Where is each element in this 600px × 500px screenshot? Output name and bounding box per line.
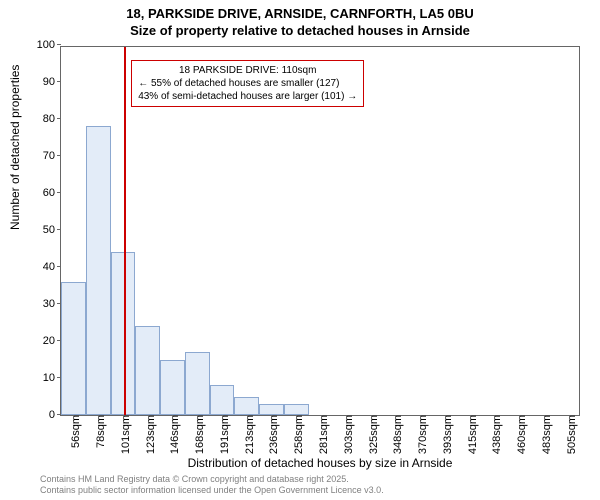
- x-axis-label: Distribution of detached houses by size …: [60, 456, 580, 470]
- y-tick-mark: [57, 118, 61, 119]
- x-tick-mark: [296, 415, 297, 419]
- x-tick-mark: [197, 415, 198, 419]
- x-tick: 438sqm: [485, 415, 503, 454]
- x-tick-mark: [73, 415, 74, 419]
- plot-area: 010203040506070809010056sqm78sqm101sqm12…: [60, 46, 580, 416]
- histogram-bar: [284, 404, 309, 415]
- histogram-bar: [259, 404, 284, 415]
- x-tick-mark: [148, 415, 149, 419]
- x-tick: 146sqm: [163, 415, 181, 454]
- histogram-bar: [185, 352, 210, 415]
- x-tick: 483sqm: [535, 415, 553, 454]
- x-tick: 258sqm: [287, 415, 305, 454]
- x-tick-mark: [271, 415, 272, 419]
- x-tick: 101sqm: [114, 415, 132, 454]
- chart-title: 18, PARKSIDE DRIVE, ARNSIDE, CARNFORTH, …: [0, 0, 600, 21]
- x-tick: 191sqm: [213, 415, 231, 454]
- y-tick: 10: [43, 372, 61, 384]
- attribution: Contains HM Land Registry data © Crown c…: [40, 474, 384, 497]
- x-tick: 505sqm: [560, 415, 578, 454]
- y-tick: 90: [43, 76, 61, 88]
- x-tick-mark: [420, 415, 421, 419]
- y-tick-mark: [57, 266, 61, 267]
- x-tick: 236sqm: [262, 415, 280, 454]
- reference-line: [124, 47, 126, 415]
- x-tick-mark: [395, 415, 396, 419]
- y-tick: 60: [43, 187, 61, 199]
- attribution-line1: Contains HM Land Registry data © Crown c…: [40, 474, 384, 486]
- histogram-bar: [61, 282, 86, 415]
- x-tick-mark: [346, 415, 347, 419]
- x-tick-mark: [445, 415, 446, 419]
- x-tick-mark: [222, 415, 223, 419]
- annotation-line: 43% of semi-detached houses are larger (…: [138, 90, 357, 103]
- x-tick: 303sqm: [337, 415, 355, 454]
- x-tick-mark: [371, 415, 372, 419]
- x-tick-mark: [123, 415, 124, 419]
- attribution-line2: Contains public sector information licen…: [40, 485, 384, 497]
- histogram-bar: [111, 252, 136, 415]
- x-tick-mark: [569, 415, 570, 419]
- x-tick: 460sqm: [510, 415, 528, 454]
- y-tick: 0: [49, 409, 61, 421]
- y-tick: 50: [43, 224, 61, 236]
- y-tick: 100: [37, 39, 61, 51]
- annotation-box: 18 PARKSIDE DRIVE: 110sqm← 55% of detach…: [131, 60, 364, 107]
- x-tick: 393sqm: [436, 415, 454, 454]
- x-tick: 348sqm: [386, 415, 404, 454]
- y-axis-label: Number of detached properties: [8, 65, 22, 230]
- y-tick: 40: [43, 261, 61, 273]
- y-tick-mark: [57, 81, 61, 82]
- y-tick-mark: [57, 44, 61, 45]
- histogram-bar: [234, 397, 259, 416]
- annotation-line: ← 55% of detached houses are smaller (12…: [138, 77, 357, 90]
- y-tick: 70: [43, 150, 61, 162]
- x-tick: 123sqm: [139, 415, 157, 454]
- chart-subtitle: Size of property relative to detached ho…: [0, 21, 600, 38]
- y-tick-mark: [57, 229, 61, 230]
- x-tick-mark: [98, 415, 99, 419]
- histogram-bar: [135, 326, 160, 415]
- x-tick-mark: [172, 415, 173, 419]
- histogram-bar: [160, 360, 185, 416]
- y-tick-mark: [57, 192, 61, 193]
- x-tick-mark: [470, 415, 471, 419]
- x-tick: 213sqm: [238, 415, 256, 454]
- x-tick-mark: [519, 415, 520, 419]
- x-tick-mark: [544, 415, 545, 419]
- x-tick: 415sqm: [461, 415, 479, 454]
- histogram-bar: [86, 126, 111, 415]
- y-tick: 30: [43, 298, 61, 310]
- x-tick: 78sqm: [89, 415, 107, 448]
- x-tick-mark: [321, 415, 322, 419]
- annotation-line: 18 PARKSIDE DRIVE: 110sqm: [138, 64, 357, 77]
- y-tick: 20: [43, 335, 61, 347]
- y-tick-mark: [57, 155, 61, 156]
- histogram-bar: [210, 385, 235, 415]
- x-tick-mark: [494, 415, 495, 419]
- x-tick-mark: [247, 415, 248, 419]
- x-tick: 168sqm: [188, 415, 206, 454]
- x-tick: 281sqm: [312, 415, 330, 454]
- x-tick: 325sqm: [362, 415, 380, 454]
- x-tick: 370sqm: [411, 415, 429, 454]
- y-tick: 80: [43, 113, 61, 125]
- x-tick: 56sqm: [64, 415, 82, 448]
